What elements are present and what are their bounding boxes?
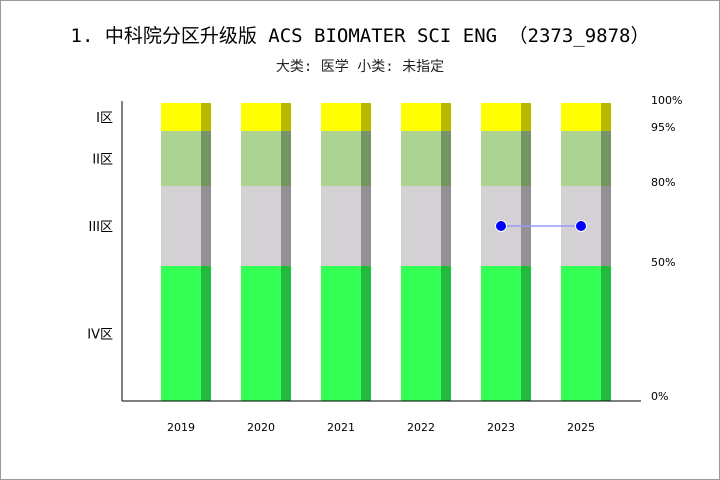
bar-segment — [481, 103, 521, 131]
bar-segment-shade — [201, 186, 211, 266]
bar-segment — [241, 186, 281, 266]
chart-title: 1. 中科院分区升级版 ACS BIOMATER SCI ENG （2373_9… — [70, 25, 650, 47]
x-tick-label: 2021 — [327, 421, 355, 434]
bar-segment-shade — [601, 131, 611, 186]
bar-segment-shade — [521, 103, 531, 131]
bar-segment — [561, 266, 601, 401]
right-tick-label: 100% — [651, 94, 682, 107]
bar-segment — [481, 266, 521, 401]
bar-segment — [321, 103, 361, 131]
bar-segment-shade — [361, 186, 371, 266]
bar-segment — [481, 131, 521, 186]
bar-segment-shade — [281, 266, 291, 401]
bar-segment-shade — [281, 103, 291, 131]
bar-segment — [161, 186, 201, 266]
bar-segment — [401, 103, 441, 131]
bar-segment-shade — [521, 266, 531, 401]
band-label: III区 — [88, 220, 113, 235]
bar-segment — [321, 131, 361, 186]
data-point — [495, 220, 507, 232]
band-label: II区 — [92, 153, 113, 168]
bar-segment-shade — [601, 103, 611, 131]
bar-segment-shade — [601, 266, 611, 401]
bar-segment-shade — [441, 186, 451, 266]
bar-segment — [241, 266, 281, 401]
bar-segment — [241, 103, 281, 131]
chart-subtitle: 大类: 医学 小类: 未指定 — [275, 59, 445, 75]
bar-segment-shade — [441, 266, 451, 401]
bar-segment — [161, 266, 201, 401]
bar-segment-shade — [281, 186, 291, 266]
bar-segment-shade — [361, 266, 371, 401]
bar-segment — [561, 103, 601, 131]
x-tick-label: 2022 — [407, 421, 435, 434]
bar-segment-shade — [201, 266, 211, 401]
bar-segment-shade — [281, 131, 291, 186]
bar-segment-shade — [361, 103, 371, 131]
bar-segment-shade — [441, 131, 451, 186]
bar-segment — [321, 186, 361, 266]
bar-segment-shade — [201, 103, 211, 131]
bar-segment — [401, 131, 441, 186]
x-tick-label: 2023 — [487, 421, 515, 434]
bar-segment — [401, 186, 441, 266]
right-tick-label: 0% — [651, 390, 668, 403]
bar-segment-shade — [201, 131, 211, 186]
bar-segment-shade — [361, 131, 371, 186]
data-point — [575, 220, 587, 232]
x-tick-label: 2020 — [247, 421, 275, 434]
bar-segment — [321, 266, 361, 401]
right-tick-label: 80% — [651, 176, 675, 189]
bar-segment — [161, 103, 201, 131]
bar-segment-shade — [441, 103, 451, 131]
right-tick-label: 95% — [651, 121, 675, 134]
band-label: IV区 — [87, 328, 113, 343]
bar-segment — [561, 131, 601, 186]
bar-segment — [161, 131, 201, 186]
x-tick-label: 2019 — [167, 421, 195, 434]
bar-segment — [401, 266, 441, 401]
bar-segment-shade — [601, 186, 611, 266]
bar-segment-shade — [521, 131, 531, 186]
bar-segment — [241, 131, 281, 186]
right-tick-label: 50% — [651, 256, 675, 269]
band-label: I区 — [96, 111, 113, 126]
x-tick-label: 2025 — [567, 421, 595, 434]
